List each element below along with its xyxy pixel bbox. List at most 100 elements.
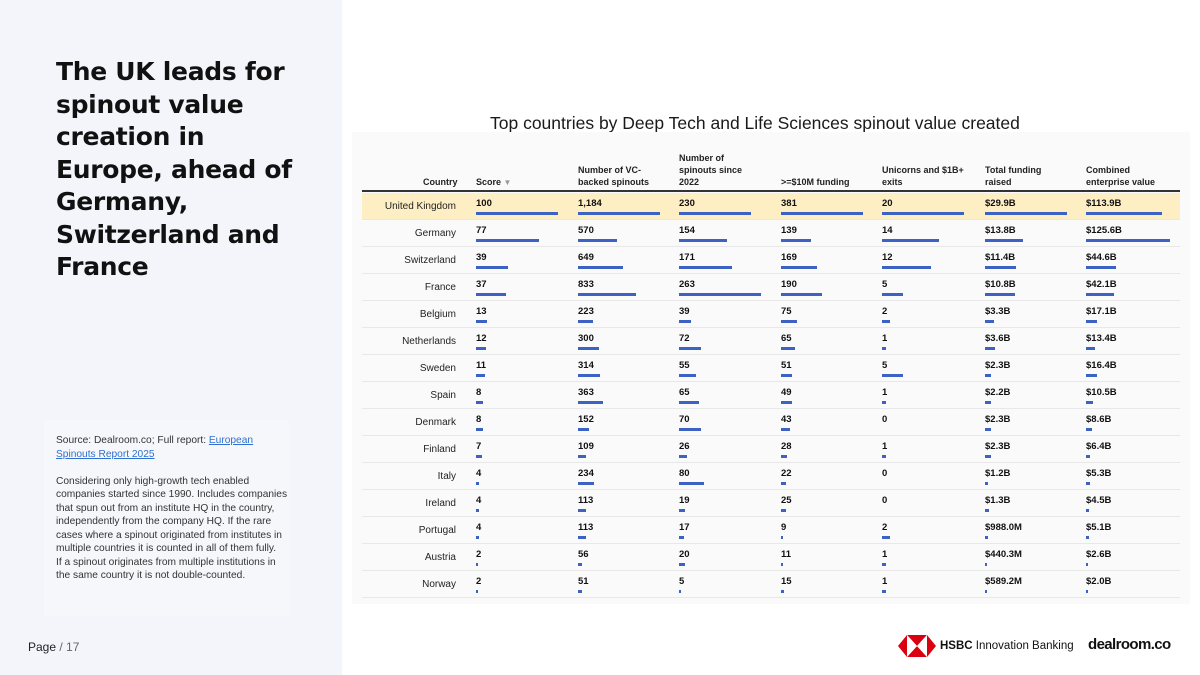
value-uni: 14 [882,225,893,236]
bar-f10 [781,401,792,404]
bar-score [476,482,479,485]
value-f10: 43 [781,414,792,425]
report-link[interactable]: European Spinouts Report 2025 [56,435,254,460]
value-tot: $2.2B [985,387,1011,398]
table-row[interactable]: Denmark 8 152 70 43 0 $2.3B $8.6B [362,409,1180,436]
value-tot: $3.3B [985,306,1011,317]
dealroom-logo: dealroom.co [1088,636,1171,653]
value-ev: $13.4B [1086,333,1117,344]
bar-f10 [781,590,784,593]
col-total-funding[interactable]: Total funding raised [985,164,1041,188]
value-uni: 0 [882,495,888,506]
table-row[interactable]: Netherlands 12 300 72 65 1 $3.6B $13.4B [362,328,1180,355]
table-row[interactable]: Portugal 4 113 17 9 2 $988.0M $5.1B [362,517,1180,544]
table-row[interactable]: Norway 2 51 5 15 1 $589.2M $2.0B [362,571,1180,598]
col-enterprise-value[interactable]: Combined enterprise value [1086,164,1155,188]
value-since: 72 [679,333,690,344]
bar-f10 [781,374,792,377]
bar-vc [578,590,582,593]
cell-since: 39 [679,306,691,326]
country-name: Sweden [419,363,456,374]
bar-vc [578,293,636,296]
bar-ev [1086,509,1089,512]
col-country[interactable]: Country [423,177,458,187]
hsbc-hexagon-icon [898,635,936,657]
table-row[interactable]: Switzerland 39 649 171 169 12 $11.4B $44.6B [362,247,1180,274]
bar-since [679,347,701,350]
table-row[interactable]: Italy 4 234 80 22 0 $1.2B $5.3B [362,463,1180,490]
col-vc-backed[interactable]: Number of VC- backed spinouts [578,164,649,188]
value-ev: $6.4B [1086,441,1112,452]
table-row[interactable]: France 37 833 263 190 5 $10.8B $42.1B [362,274,1180,301]
value-since: 26 [679,441,690,452]
cell-uni: 5 [882,360,903,380]
bar-f10 [781,482,786,485]
page-label: Page [28,640,57,654]
bar-score [476,563,478,566]
cell-tot: $29.9B [985,198,1067,218]
cell-tot: $440.3M [985,549,1022,569]
col-unicorns[interactable]: Unicorns and $1B+ exits [882,164,964,188]
bar-tot [985,320,994,323]
value-vc: 113 [578,522,594,533]
cell-uni: 1 [882,576,887,596]
cell-uni: 12 [882,252,931,272]
table-row[interactable]: Belgium 13 223 39 75 2 $3.3B $17.1B [362,301,1180,328]
table-row[interactable]: Finland 7 109 26 28 1 $2.3B $6.4B [362,436,1180,463]
value-f10: 25 [781,495,792,506]
col-vc-backed-l2: backed spinouts [578,177,650,187]
cell-ev: $10.5B [1086,387,1117,407]
source-text: Source: Dealroom.co; Full report: [56,435,209,446]
value-tot: $589.2M [985,576,1022,587]
bar-ev [1086,212,1162,215]
cell-vc: 833 [578,279,636,299]
cell-tot: $1.2B [985,468,1010,488]
col-ev-l1: Combined [1086,165,1130,175]
table-row[interactable]: Ireland 4 113 19 25 0 $1.3B $4.5B [362,490,1180,517]
cell-score: 13 [476,306,487,326]
cell-tot: $589.2M [985,576,1022,596]
value-score: 77 [476,225,487,236]
table-row[interactable]: Sweden 11 314 55 51 5 $2.3B $16.4B [362,355,1180,382]
col-funding-10m[interactable]: >=$10M funding [781,177,850,187]
value-since: 80 [679,468,690,479]
cell-score: 2 [476,549,481,569]
bar-uni [882,293,903,296]
cell-tot: $2.2B [985,387,1010,407]
value-tot: $10.8B [985,279,1016,290]
bar-uni [882,266,931,269]
cell-tot: $2.3B [985,414,1010,434]
cell-tot: $1.3B [985,495,1010,515]
bar-since [679,212,751,215]
col-since-l1: Number of [679,153,724,163]
cell-score: 8 [476,387,483,407]
table-row[interactable]: Spain 8 363 65 49 1 $2.2B $10.5B [362,382,1180,409]
cell-f10: 51 [781,360,792,380]
value-ev: $16.4B [1086,360,1117,371]
bar-tot [985,563,987,566]
value-f10: 49 [781,387,792,398]
col-score[interactable]: Score ▼ [476,176,511,189]
col-since-2022[interactable]: Number of spinouts since 2022 [679,152,742,188]
bar-vc [578,563,582,566]
country-name: France [424,282,456,293]
country-name: Austria [424,552,456,563]
bar-vc [578,509,586,512]
value-ev: $42.1B [1086,279,1117,290]
value-score: 8 [476,414,482,425]
table-row[interactable]: United Kingdom 100 1,184 230 381 20 $29.9B $113… [362,193,1180,220]
bar-tot [985,401,991,404]
value-tot: $3.6B [985,333,1011,344]
cell-ev: $2.0B [1086,576,1111,596]
value-f10: 51 [781,360,792,371]
table-row[interactable]: Germany 77 570 154 139 14 $13.8B $125.6B [362,220,1180,247]
value-since: 65 [679,387,690,398]
value-vc: 113 [578,495,594,506]
value-ev: $113.9B [1086,198,1122,209]
bar-since [679,563,685,566]
value-tot: $988.0M [985,522,1022,533]
table-row[interactable]: Austria 2 56 20 11 1 $440.3M $2.6B [362,544,1180,571]
bar-score [476,455,482,458]
value-since: 17 [679,522,690,533]
bar-score [476,347,486,350]
